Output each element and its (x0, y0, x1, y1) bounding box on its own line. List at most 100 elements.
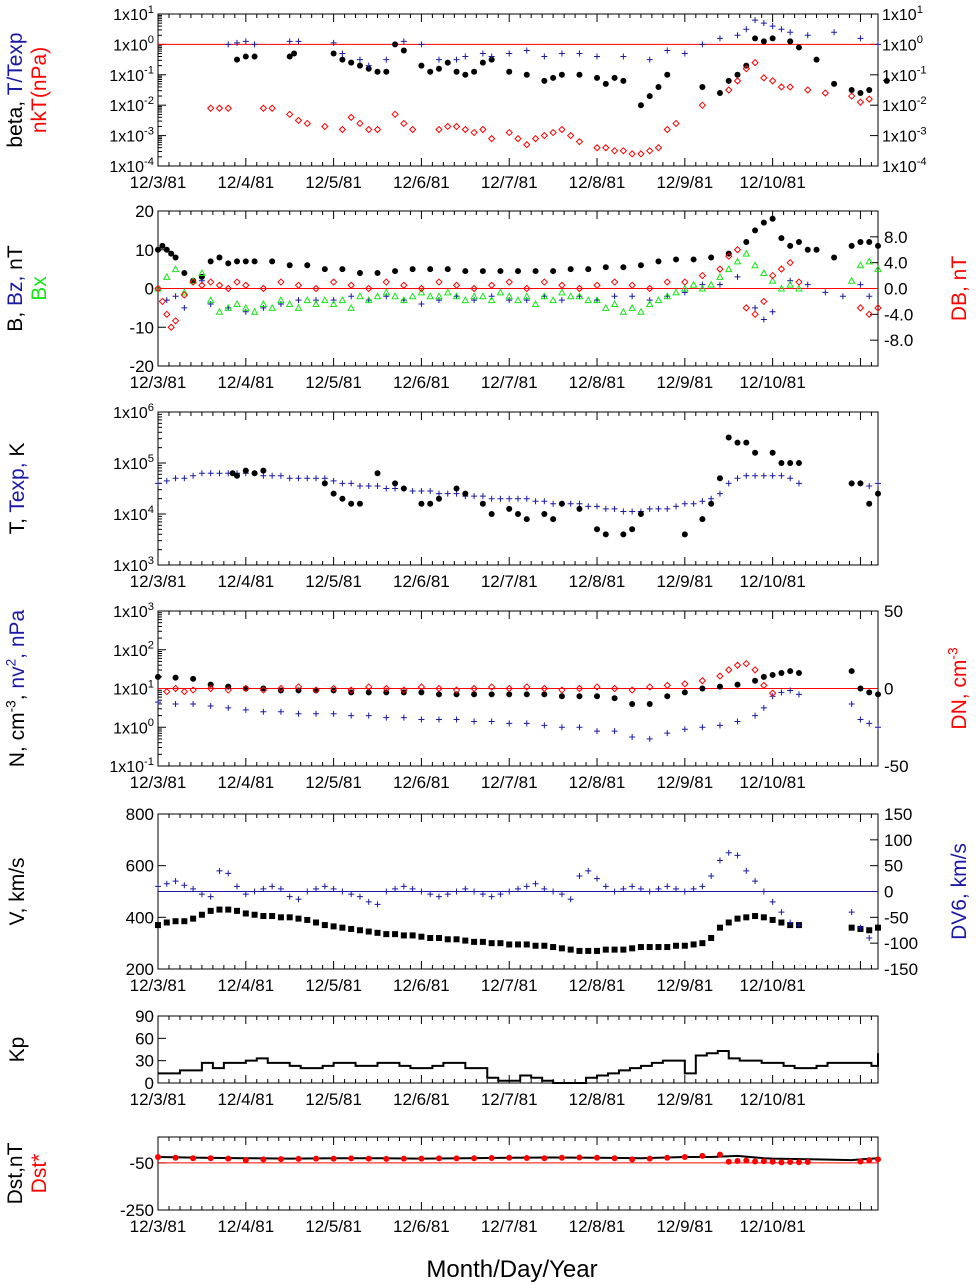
data-point (664, 71, 671, 78)
data-point (163, 880, 170, 887)
data-point (725, 849, 732, 856)
data-point (690, 256, 697, 263)
data-point (567, 500, 574, 507)
data-point (752, 677, 759, 684)
data-point (409, 885, 416, 892)
data-point (382, 684, 391, 693)
data-point (251, 888, 258, 895)
data-point (190, 701, 197, 707)
data-point (383, 56, 390, 63)
data-point (330, 923, 337, 930)
data-point (787, 919, 794, 926)
data-point (743, 472, 750, 479)
data-point (285, 110, 294, 119)
data-point (155, 922, 161, 929)
data-point (866, 927, 873, 934)
data-point (839, 293, 846, 300)
data-point (181, 475, 188, 482)
data-point (795, 284, 803, 292)
data-point (338, 125, 347, 134)
data-point (645, 299, 654, 307)
data-point (365, 928, 372, 935)
data-point (857, 239, 864, 245)
data-point (558, 281, 566, 289)
data-point (171, 265, 180, 273)
data-point (347, 281, 355, 289)
data-point (594, 526, 601, 533)
x-tick-label: 12/8/81 (569, 976, 626, 995)
data-point (444, 936, 451, 943)
data-point (681, 531, 688, 538)
data-point (260, 472, 267, 479)
data-point (646, 888, 653, 895)
data-point (295, 38, 302, 45)
series (155, 687, 881, 742)
data-point (875, 724, 881, 731)
series (155, 849, 873, 941)
data-point (760, 472, 767, 479)
data-point (180, 291, 189, 299)
data-point (373, 292, 382, 300)
data-point (602, 80, 609, 87)
y-tick-label: 60 (135, 1029, 154, 1048)
data-point (418, 62, 425, 69)
data-point (515, 885, 521, 892)
data-point (418, 41, 425, 48)
data-point (804, 1158, 811, 1165)
data-point (400, 38, 407, 45)
data-point (576, 500, 583, 507)
y-tick-label: -20 (129, 357, 154, 376)
series (154, 246, 882, 331)
data-point (769, 916, 776, 923)
y-tick-label: 400 (126, 908, 154, 927)
data-point (725, 919, 732, 926)
data-point (804, 86, 812, 94)
data-point (347, 113, 355, 122)
data-point (277, 687, 284, 694)
data-point (857, 90, 864, 97)
data-point (461, 125, 470, 134)
data-point (594, 1154, 601, 1161)
data-point (392, 885, 399, 892)
data-point (295, 896, 302, 903)
data-point (778, 472, 785, 479)
data-point (168, 250, 175, 257)
data-point (348, 712, 355, 719)
data-point (752, 472, 759, 479)
data-point (611, 695, 618, 702)
data-point (664, 944, 671, 951)
y-right-tick-label: 8.0 (884, 228, 908, 247)
data-point (339, 495, 346, 502)
data-point (787, 1158, 794, 1165)
data-point (664, 1154, 671, 1161)
data-point (251, 53, 258, 60)
data-point (233, 299, 241, 307)
data-point (664, 505, 671, 512)
data-point (743, 1157, 750, 1164)
data-point (594, 53, 601, 60)
data-point (471, 297, 478, 304)
series (155, 1151, 881, 1166)
data-point (453, 490, 460, 497)
data-point (523, 141, 531, 149)
data-point (540, 292, 549, 300)
data-point (207, 258, 214, 265)
data-point (198, 470, 205, 477)
data-point (471, 938, 478, 945)
data-point (155, 246, 161, 253)
data-point (400, 281, 408, 289)
data-point (444, 266, 451, 273)
y-tick-label: 200 (126, 960, 154, 979)
data-point (277, 296, 285, 304)
data-point (180, 288, 189, 296)
data-point (216, 867, 223, 874)
data-point (681, 888, 688, 895)
data-point (225, 870, 232, 877)
data-point (400, 47, 407, 54)
y-right-tick-label: -50 (884, 908, 909, 927)
data-point (681, 278, 689, 286)
data-point (190, 277, 197, 284)
data-point (435, 495, 442, 502)
data-point (725, 252, 733, 260)
data-point (813, 56, 820, 63)
